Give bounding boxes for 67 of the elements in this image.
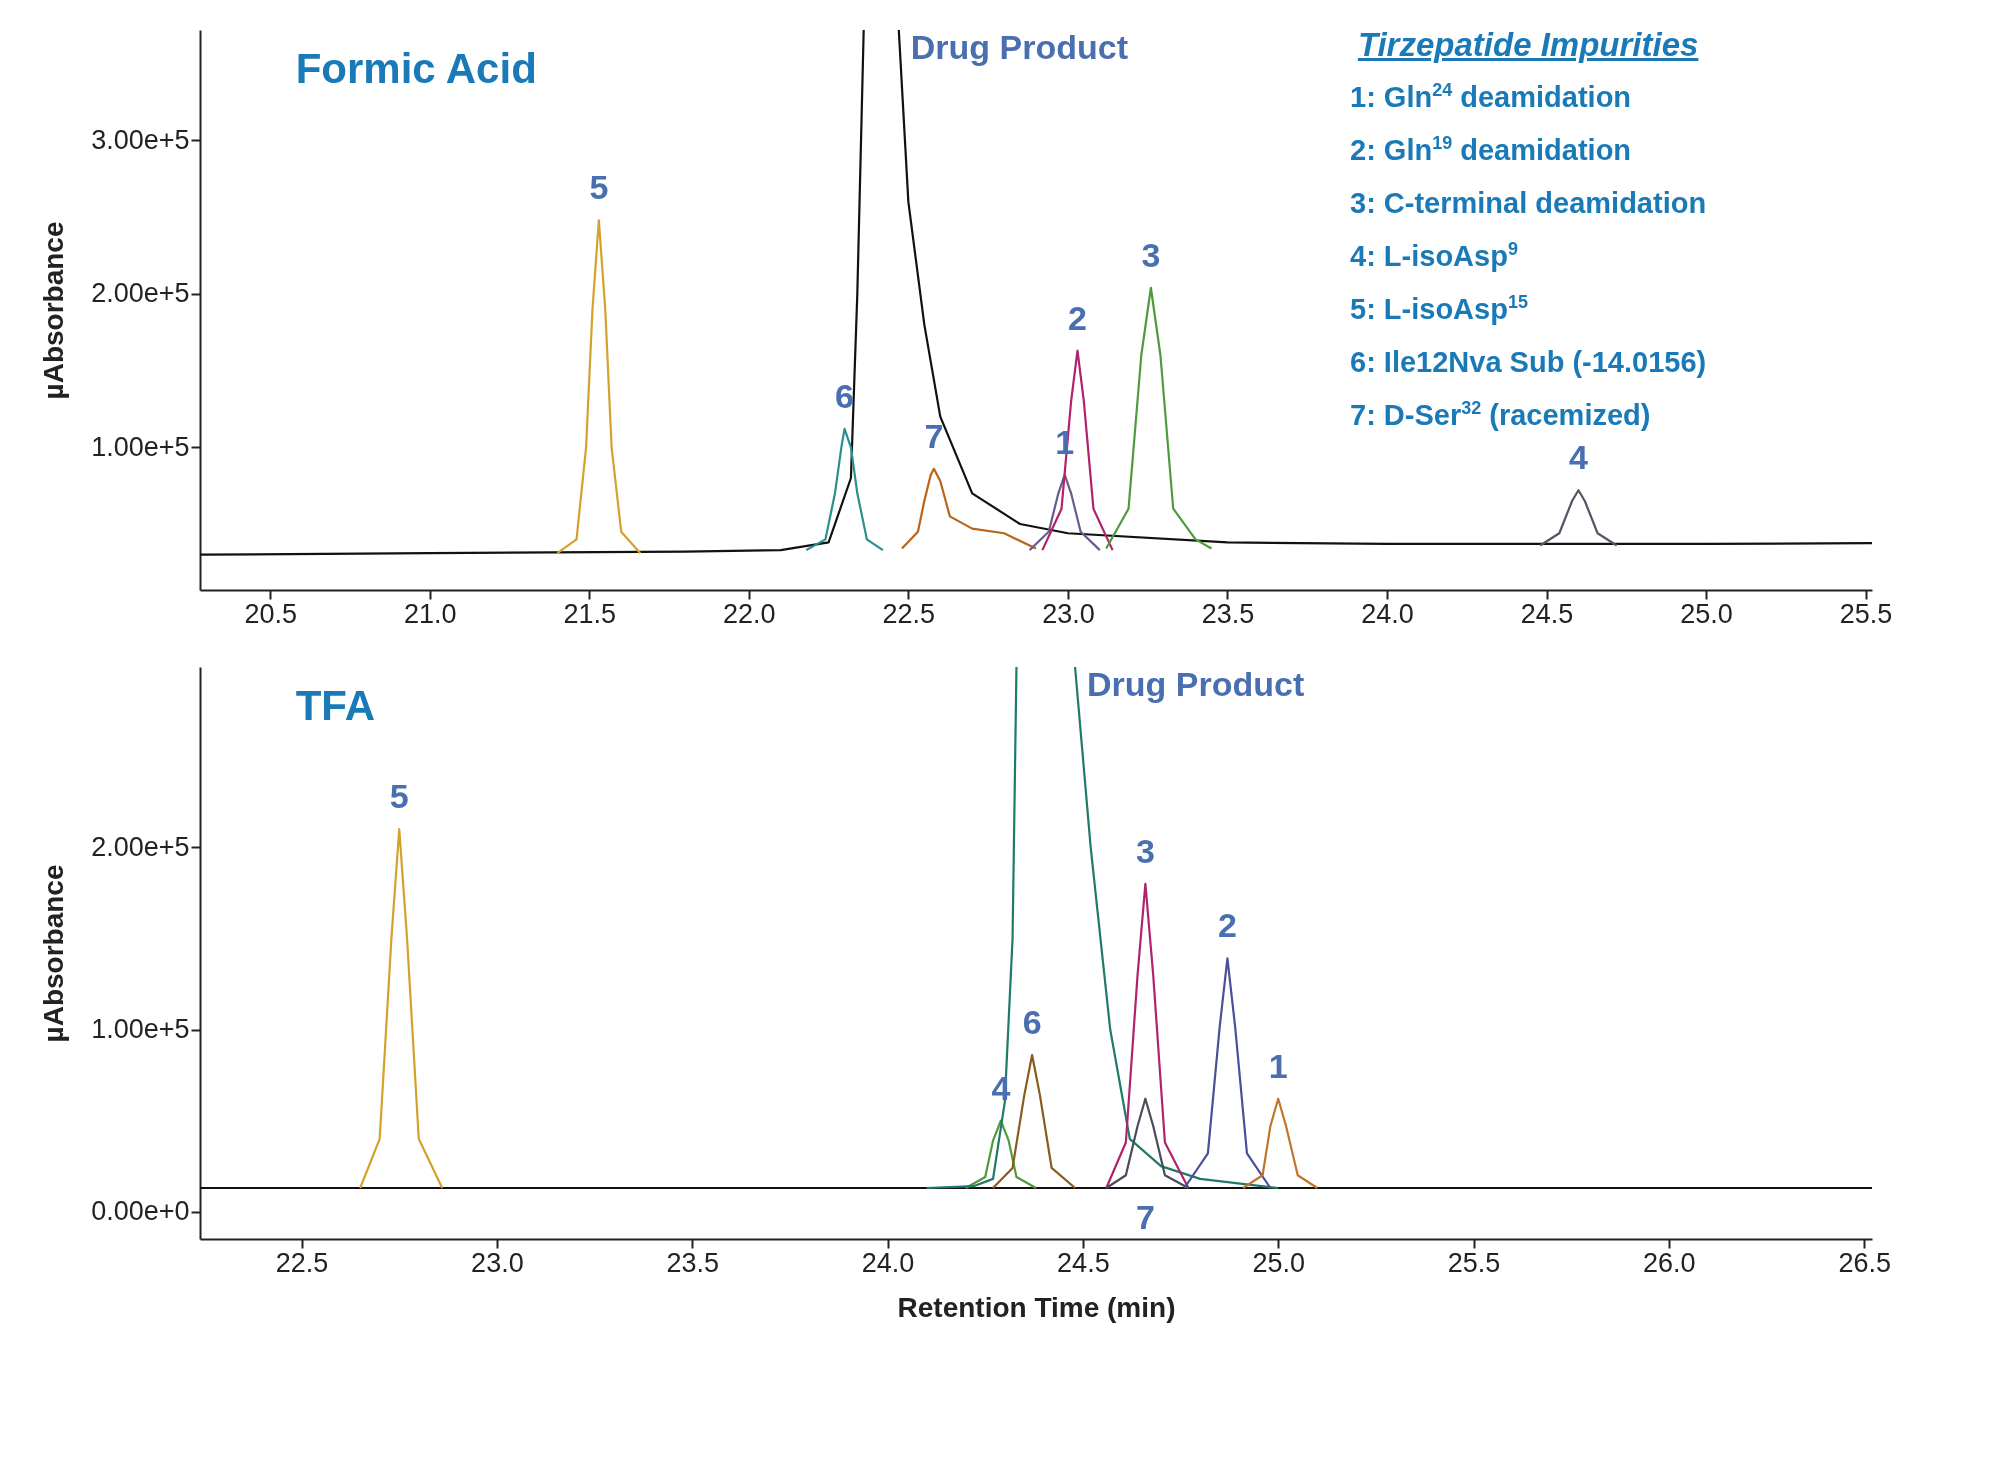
- y-tick-label: 2.00e+5: [91, 278, 190, 309]
- annotation: 5: [389, 777, 409, 816]
- y-axis-title: µAbsorbance: [38, 221, 70, 400]
- annotation: 2: [1068, 298, 1087, 337]
- y-tick-label: 0.00e+0: [91, 1196, 190, 1227]
- line-series: [556, 219, 642, 555]
- annotation: Drug Product: [910, 28, 1129, 66]
- y-tick-label: 2.00e+5: [91, 831, 190, 862]
- line-series: [1105, 286, 1213, 550]
- annotation: 2: [1217, 906, 1237, 945]
- x-tick-label: 22.0: [723, 598, 776, 629]
- annotation: 7: [924, 416, 944, 455]
- annotation: Drug Product: [1087, 665, 1305, 703]
- x-tick-label: 22.5: [275, 1247, 329, 1278]
- line-series: [1105, 1097, 1190, 1190]
- x-tick-label: 23.0: [471, 1247, 524, 1278]
- y-tick-label: 1.00e+5: [91, 431, 190, 462]
- line-series: [1028, 473, 1101, 552]
- x-axis-title: Retention Time (min): [897, 1291, 1176, 1323]
- x-tick-label: 25.0: [1680, 598, 1733, 629]
- annotation: 2: Gln$^{19}$ deamidation: [1350, 132, 1633, 168]
- line-series: [1183, 957, 1272, 1190]
- annotation: 5: [589, 168, 609, 207]
- annotation: 4: L-isoAsp$^{9}$: [1350, 238, 1519, 274]
- x-tick-label: 21.5: [563, 598, 617, 629]
- x-tick-label: 25.0: [1252, 1247, 1305, 1278]
- annotation: 6: [1022, 1003, 1042, 1042]
- x-tick-label: 22.5: [882, 598, 936, 629]
- annotation: 6: Ile12Nva Sub (-14.0156): [1350, 345, 1707, 380]
- annotation: 7: D-Ser$^{32}$ (racemized): [1350, 398, 1651, 431]
- annotation: 1: Gln$^{24}$ deamidation: [1350, 79, 1633, 115]
- line-series: [1241, 1097, 1319, 1190]
- line-series: [1105, 882, 1190, 1190]
- annotation: 3: [1135, 831, 1155, 870]
- annotation: 5: L-isoAsp$^{15}$: [1350, 291, 1529, 327]
- x-tick-label: 25.5: [1839, 598, 1893, 629]
- x-tick-label: 23.5: [666, 1247, 720, 1278]
- annotation: 3: C-terminal deamidation: [1350, 186, 1707, 221]
- x-tick-label: 25.5: [1447, 1247, 1501, 1278]
- x-tick-label: 20.5: [244, 598, 297, 629]
- x-tick-label: 23.5: [1201, 598, 1255, 629]
- line-series: [359, 828, 444, 1190]
- x-tick-label: 24.5: [1057, 1247, 1110, 1278]
- x-tick-label: 21.0: [403, 598, 457, 629]
- annotation: 6: [835, 376, 855, 415]
- annotation: 1: [1268, 1046, 1288, 1085]
- line-series: [900, 467, 1038, 550]
- annotation: 4: [1568, 438, 1588, 477]
- line-series: [1041, 349, 1114, 552]
- line-series: [1539, 489, 1618, 547]
- line-series: [964, 1119, 1038, 1190]
- x-tick-label: 23.0: [1042, 598, 1095, 629]
- x-tick-label: 24.0: [861, 1247, 915, 1278]
- y-tick-label: 1.00e+5: [91, 1014, 190, 1045]
- y-axis-title: µAbsorbance: [38, 864, 70, 1043]
- y-tick-label: 3.00e+5: [91, 124, 190, 155]
- line-series: [991, 1053, 1077, 1190]
- annotation: 7: [1135, 1197, 1155, 1236]
- legend-title: Tirzepatide Impurities: [1356, 25, 1700, 65]
- annotation: 3: [1141, 235, 1161, 274]
- x-tick-label: 26.5: [1838, 1247, 1891, 1278]
- x-tick-label: 26.0: [1643, 1247, 1696, 1278]
- x-tick-label: 24.5: [1520, 598, 1574, 629]
- x-tick-label: 24.0: [1361, 598, 1414, 629]
- line-series: [805, 427, 884, 552]
- chart-title: Formic Acid: [295, 45, 537, 92]
- chart-title: TFA: [295, 682, 375, 729]
